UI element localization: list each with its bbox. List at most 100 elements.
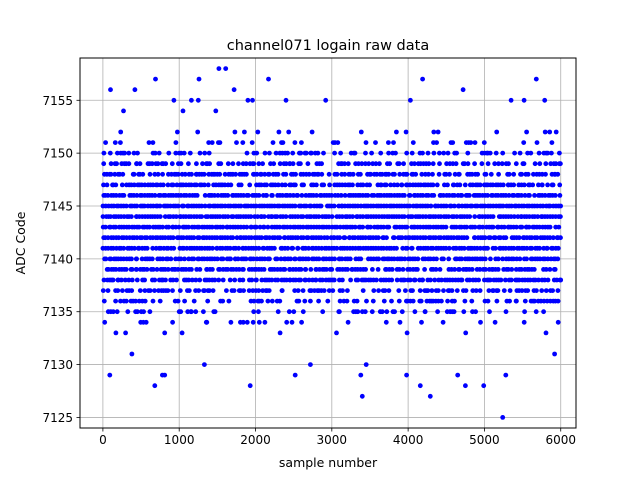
data-point [121, 193, 127, 198]
data-point [503, 309, 509, 315]
data-point [522, 309, 527, 315]
data-point [513, 161, 519, 167]
data-point [547, 129, 553, 135]
data-point [374, 277, 379, 283]
data-point [519, 224, 525, 230]
data-point [461, 309, 467, 315]
data-point [481, 383, 487, 389]
data-point [415, 267, 420, 272]
data-point [430, 171, 435, 177]
data-point [555, 288, 561, 293]
data-point [445, 150, 451, 156]
data-point [441, 193, 446, 198]
data-point [347, 256, 353, 262]
data-point [135, 150, 140, 156]
data-point [496, 161, 501, 167]
data-point [303, 267, 309, 272]
data-point [542, 277, 548, 283]
data-point [309, 150, 314, 156]
data-point [417, 288, 423, 293]
data-point [532, 161, 538, 167]
data-point [272, 245, 277, 251]
data-point [473, 309, 478, 315]
data-point [302, 298, 308, 304]
data-point [376, 256, 382, 262]
data-point [149, 161, 155, 167]
data-point [501, 224, 507, 230]
data-point [293, 171, 298, 177]
data-point [438, 214, 444, 220]
data-point [288, 256, 293, 262]
data-point [244, 319, 250, 325]
data-point [119, 277, 124, 283]
data-point [417, 383, 423, 389]
data-point [321, 288, 327, 293]
data-point [399, 309, 405, 315]
data-point [318, 235, 324, 241]
data-point [558, 214, 563, 220]
data-point [277, 224, 282, 230]
data-point [155, 161, 161, 167]
data-point [334, 330, 339, 336]
data-point [199, 203, 205, 209]
data-point [503, 235, 509, 241]
data-point [142, 277, 148, 283]
data-point [487, 235, 493, 241]
data-point [306, 171, 312, 177]
data-point [503, 277, 508, 283]
data-point [114, 309, 120, 315]
data-point [547, 267, 553, 272]
data-point [142, 288, 148, 293]
data-point [345, 161, 351, 167]
data-point [129, 288, 135, 293]
data-point [113, 224, 119, 230]
data-point [532, 298, 537, 304]
data-point [112, 171, 118, 177]
data-point [459, 193, 465, 198]
data-point [285, 150, 290, 156]
data-point [325, 298, 331, 304]
data-point [194, 161, 199, 167]
data-point [537, 245, 542, 251]
data-point [224, 288, 229, 293]
data-point [503, 372, 509, 378]
data-point [170, 319, 176, 325]
data-point [477, 182, 483, 188]
data-point [132, 245, 137, 251]
data-point [492, 235, 498, 241]
data-point [531, 267, 537, 272]
data-point [251, 161, 257, 167]
data-point [369, 309, 375, 315]
data-point [550, 182, 556, 188]
data-point [113, 182, 119, 188]
data-point [108, 161, 114, 167]
data-point [477, 288, 483, 293]
data-point [550, 288, 555, 293]
data-point [259, 298, 264, 304]
data-point [103, 224, 108, 230]
data-point [498, 277, 504, 283]
data-point [300, 224, 306, 230]
data-point [256, 161, 262, 167]
data-point [483, 171, 489, 177]
data-point [485, 298, 491, 304]
data-point [213, 108, 219, 114]
data-point [142, 182, 148, 188]
data-point [455, 372, 461, 378]
data-point [279, 288, 285, 293]
data-point [134, 277, 140, 283]
data-point [358, 129, 364, 135]
data-point [555, 245, 561, 251]
data-point [445, 298, 450, 304]
data-point [210, 288, 216, 293]
data-point [166, 224, 172, 230]
data-point [396, 161, 402, 167]
data-point [283, 171, 289, 177]
data-point [472, 214, 478, 220]
data-point [487, 277, 493, 283]
data-point [228, 319, 234, 325]
data-point [525, 171, 531, 177]
data-point [340, 288, 345, 293]
data-point [295, 288, 301, 293]
data-point [412, 161, 417, 167]
